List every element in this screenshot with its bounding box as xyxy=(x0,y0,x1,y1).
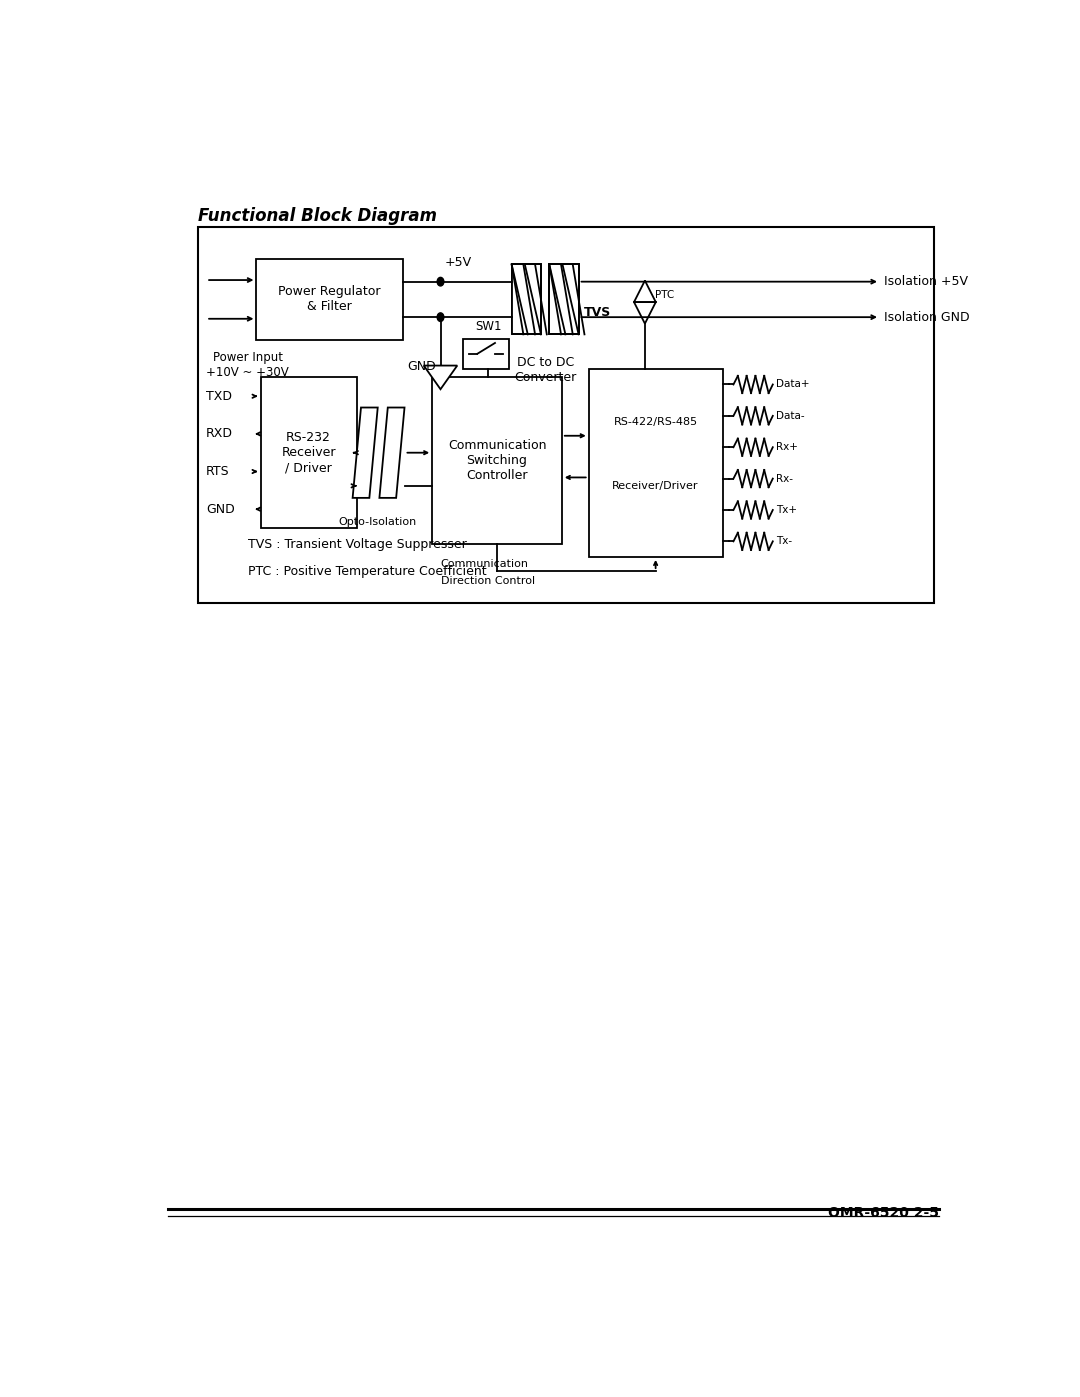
Text: Data+: Data+ xyxy=(777,380,810,390)
Polygon shape xyxy=(352,408,378,497)
Text: Data-: Data- xyxy=(777,411,805,420)
Polygon shape xyxy=(423,366,457,390)
Circle shape xyxy=(437,278,444,286)
Bar xyxy=(589,369,723,557)
Bar xyxy=(512,264,541,334)
Bar xyxy=(513,265,540,334)
Text: Power Input
+10V ~ +30V: Power Input +10V ~ +30V xyxy=(206,351,288,379)
Circle shape xyxy=(437,313,444,321)
Text: Isolation +5V: Isolation +5V xyxy=(885,275,968,288)
Text: Opto-Isolation: Opto-Isolation xyxy=(339,517,417,527)
Text: TVS : Transient Voltage Suppresser: TVS : Transient Voltage Suppresser xyxy=(248,538,467,550)
Bar xyxy=(432,377,562,545)
Text: Rx+: Rx+ xyxy=(777,443,798,453)
Text: TXD: TXD xyxy=(206,390,232,402)
Text: Tx-: Tx- xyxy=(777,536,793,546)
Polygon shape xyxy=(634,281,656,302)
Text: RTS: RTS xyxy=(206,465,230,478)
Text: RXD: RXD xyxy=(206,427,233,440)
Text: PTC: PTC xyxy=(654,291,674,300)
Text: OMR-6520 2-5: OMR-6520 2-5 xyxy=(827,1206,939,1220)
Text: Power Regulator
& Filter: Power Regulator & Filter xyxy=(279,285,381,313)
Text: GND: GND xyxy=(407,360,436,373)
Bar xyxy=(550,264,579,334)
Polygon shape xyxy=(379,408,405,497)
Text: PTC : Positive Temperature Coefficient: PTC : Positive Temperature Coefficient xyxy=(248,564,487,577)
Bar xyxy=(463,338,510,369)
Text: Communication: Communication xyxy=(441,559,528,569)
Text: Isolation GND: Isolation GND xyxy=(885,310,970,324)
Polygon shape xyxy=(634,302,656,324)
Text: Rx-: Rx- xyxy=(777,474,793,483)
Bar xyxy=(260,377,356,528)
Text: RS-422/RS-485: RS-422/RS-485 xyxy=(613,416,698,426)
Bar xyxy=(256,258,403,339)
Text: Receiver/Driver: Receiver/Driver xyxy=(612,481,699,490)
Bar xyxy=(550,264,579,334)
Text: Functional Block Diagram: Functional Block Diagram xyxy=(198,207,436,225)
Text: RS-232
Receiver
/ Driver: RS-232 Receiver / Driver xyxy=(282,432,336,474)
Text: TVS: TVS xyxy=(584,306,611,320)
Text: Direction Control: Direction Control xyxy=(441,577,535,587)
Text: Tx+: Tx+ xyxy=(777,504,797,515)
Bar xyxy=(198,226,934,604)
Text: +5V: +5V xyxy=(445,256,472,268)
Bar xyxy=(512,264,541,334)
Text: DC to DC
Converter: DC to DC Converter xyxy=(514,356,577,384)
Text: SW1: SW1 xyxy=(475,320,501,334)
Text: GND: GND xyxy=(206,503,234,515)
Text: Communication
Switching
Controller: Communication Switching Controller xyxy=(448,439,546,482)
Bar xyxy=(550,265,578,334)
